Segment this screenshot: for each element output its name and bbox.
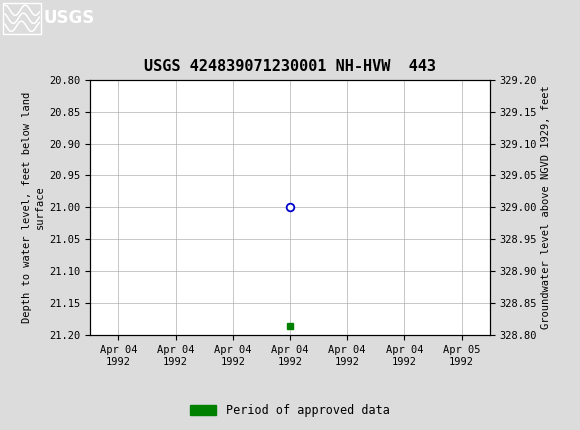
- Y-axis label: Depth to water level, feet below land
surface: Depth to water level, feet below land su…: [21, 92, 45, 323]
- Text: USGS: USGS: [44, 9, 95, 27]
- Title: USGS 424839071230001 NH-HVW  443: USGS 424839071230001 NH-HVW 443: [144, 59, 436, 74]
- Y-axis label: Groundwater level above NGVD 1929, feet: Groundwater level above NGVD 1929, feet: [542, 86, 552, 329]
- Legend: Period of approved data: Period of approved data: [186, 399, 394, 422]
